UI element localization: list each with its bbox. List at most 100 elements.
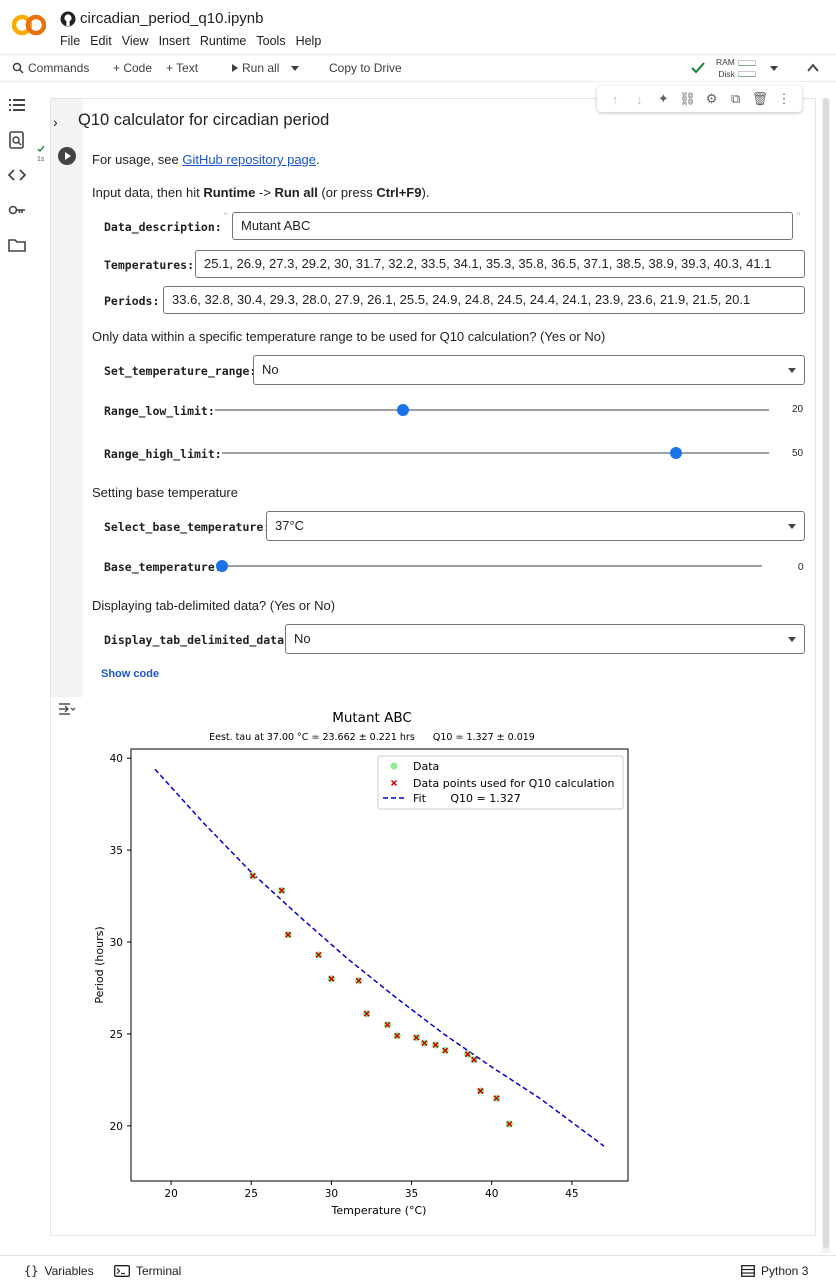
menu-insert[interactable]: Insert (158, 34, 190, 48)
run-all-button[interactable]: Run all (232, 61, 300, 75)
gear-icon[interactable]: ⚙ (705, 91, 718, 106)
temperatures-label: Temperatures: (104, 258, 195, 272)
tab-question: Displaying tab-delimited data? (Yes or N… (92, 598, 336, 613)
chevron-right-icon[interactable]: › (53, 114, 58, 130)
cell-gutter (51, 99, 83, 697)
run-cell-button[interactable] (58, 147, 76, 165)
menu-edit[interactable]: Edit (90, 34, 112, 48)
notebook-title[interactable]: circadian_period_q10.ipynb (60, 10, 263, 27)
show-code-link[interactable]: Show code (101, 668, 160, 680)
folder-icon[interactable] (8, 236, 26, 254)
periods-input[interactable]: 33.6, 32.8, 30.4, 29.3, 28.0, 27.9, 26.1… (163, 286, 805, 314)
terminal-button[interactable]: Terminal (114, 1264, 181, 1278)
variables-button[interactable]: {} Variables (24, 1264, 94, 1278)
menu-view[interactable]: View (121, 34, 149, 48)
tab-delimited-label: Display_tab_delimited_data: (104, 633, 291, 647)
chart-subtitle: Eest. tau at 37.00 °C = 23.662 ± 0.221 h… (209, 732, 535, 743)
data-description-input[interactable]: Mutant ABC (232, 212, 793, 240)
range-high-slider[interactable] (222, 452, 769, 454)
plot-area (130, 748, 629, 1182)
range-high-label: Range_high_limit: (104, 447, 222, 461)
q10-point (421, 1040, 428, 1047)
commands-button[interactable]: Commands (12, 61, 89, 75)
more-options-icon[interactable]: ⋮ (777, 91, 791, 106)
gemini-sparkle-icon[interactable]: ✦ (657, 91, 669, 106)
copy-to-drive-button[interactable]: Copy to Drive (329, 61, 402, 75)
y-tick-label: 20 (110, 1121, 123, 1133)
q10-point (278, 887, 285, 894)
search-icon (12, 62, 24, 74)
x-tick-label: 40 (485, 1188, 498, 1200)
range-low-slider[interactable] (215, 409, 769, 411)
q10-point (315, 951, 322, 958)
link-icon[interactable]: ⛓ (679, 91, 696, 106)
base-temperature-slider[interactable] (222, 565, 762, 567)
find-icon[interactable] (8, 131, 26, 149)
check-icon (691, 62, 705, 74)
resource-monitor[interactable]: RAM Disk (690, 56, 778, 80)
code-snippets-icon[interactable] (8, 166, 26, 184)
colab-logo[interactable] (12, 12, 46, 38)
chevron-down-icon[interactable] (769, 65, 778, 71)
legend-q10-marker (390, 779, 398, 787)
fit-line (154, 768, 605, 1147)
scrollbar[interactable] (822, 98, 830, 1253)
select-base-label: Select_base_temperature: (104, 520, 271, 534)
chevron-down-icon (788, 368, 796, 373)
key-icon[interactable] (8, 201, 26, 219)
scrollbar-thumb[interactable] (823, 98, 829, 1248)
check-icon (37, 145, 45, 152)
q10-point (442, 1047, 449, 1054)
x-tick-label: 30 (325, 1188, 338, 1200)
menu-help[interactable]: Help (295, 34, 322, 48)
cell-title: Q10 calculator for circadian period (78, 111, 330, 129)
q10-point (413, 1034, 420, 1041)
kernel-status[interactable]: Python 3 (741, 1264, 808, 1278)
select-base-select[interactable]: 37°C (266, 511, 805, 541)
set-range-select[interactable]: No (253, 355, 805, 385)
q10-point (249, 872, 256, 879)
period-temperature-chart: Mutant ABC Eest. tau at 37.00 °C = 23.66… (93, 710, 629, 1217)
legend-data-label: Data (413, 760, 439, 773)
quote-mark: " (797, 211, 801, 221)
move-up-icon[interactable]: ↑ (611, 91, 619, 107)
range-low-value: 20 (792, 404, 804, 415)
execution-status: 1s (37, 145, 45, 164)
range-low-slider-handle[interactable] (397, 404, 410, 416)
range-question: Only data within a specific temperature … (92, 329, 606, 344)
fit-curve (154, 768, 605, 1147)
notebook-name[interactable]: circadian_period_q10.ipynb (80, 10, 264, 27)
base-heading: Setting base temperature (92, 485, 238, 500)
q10-point (328, 975, 335, 982)
base-temperature-value: 0 (798, 562, 804, 573)
chevron-down-icon[interactable] (291, 65, 300, 71)
delete-icon[interactable]: 🗑 (751, 91, 769, 106)
base-temperature-slider-handle[interactable] (216, 560, 228, 572)
output-actions-icon[interactable] (58, 701, 76, 717)
y-tick-label: 25 (110, 1029, 123, 1041)
q10-point-stroke (315, 951, 322, 958)
temperatures-input[interactable]: 25.1, 26.9, 27.3, 29.2, 30, 31.7, 32.2, … (195, 250, 805, 278)
menu-runtime[interactable]: Runtime (199, 34, 247, 48)
left-rail (0, 83, 34, 1253)
table-of-contents-icon[interactable] (8, 96, 26, 114)
range-high-slider-handle[interactable] (670, 447, 682, 459)
github-icon (60, 11, 76, 26)
mirror-cell-icon[interactable]: ⧉ (731, 91, 741, 106)
q10-point-stroke (285, 931, 292, 938)
move-down-icon[interactable]: ↓ (635, 91, 643, 107)
menu-tools[interactable]: Tools (256, 34, 286, 48)
braces-icon: {} (24, 1264, 39, 1278)
legend-box (377, 755, 624, 810)
q10-point (506, 1120, 513, 1128)
chevron-up-icon[interactable] (806, 62, 820, 74)
x-tick-label: 35 (405, 1188, 418, 1200)
add-code-button[interactable]: + Code (113, 61, 153, 75)
q10-point (394, 1032, 401, 1039)
q10-point (477, 1087, 484, 1094)
github-link[interactable]: GitHub repository page (182, 152, 317, 167)
menu-file[interactable]: File (60, 34, 81, 48)
x-tick-label: 45 (565, 1188, 578, 1200)
tab-delimited-select[interactable]: No (285, 624, 805, 654)
add-text-button[interactable]: + Text (166, 61, 199, 75)
